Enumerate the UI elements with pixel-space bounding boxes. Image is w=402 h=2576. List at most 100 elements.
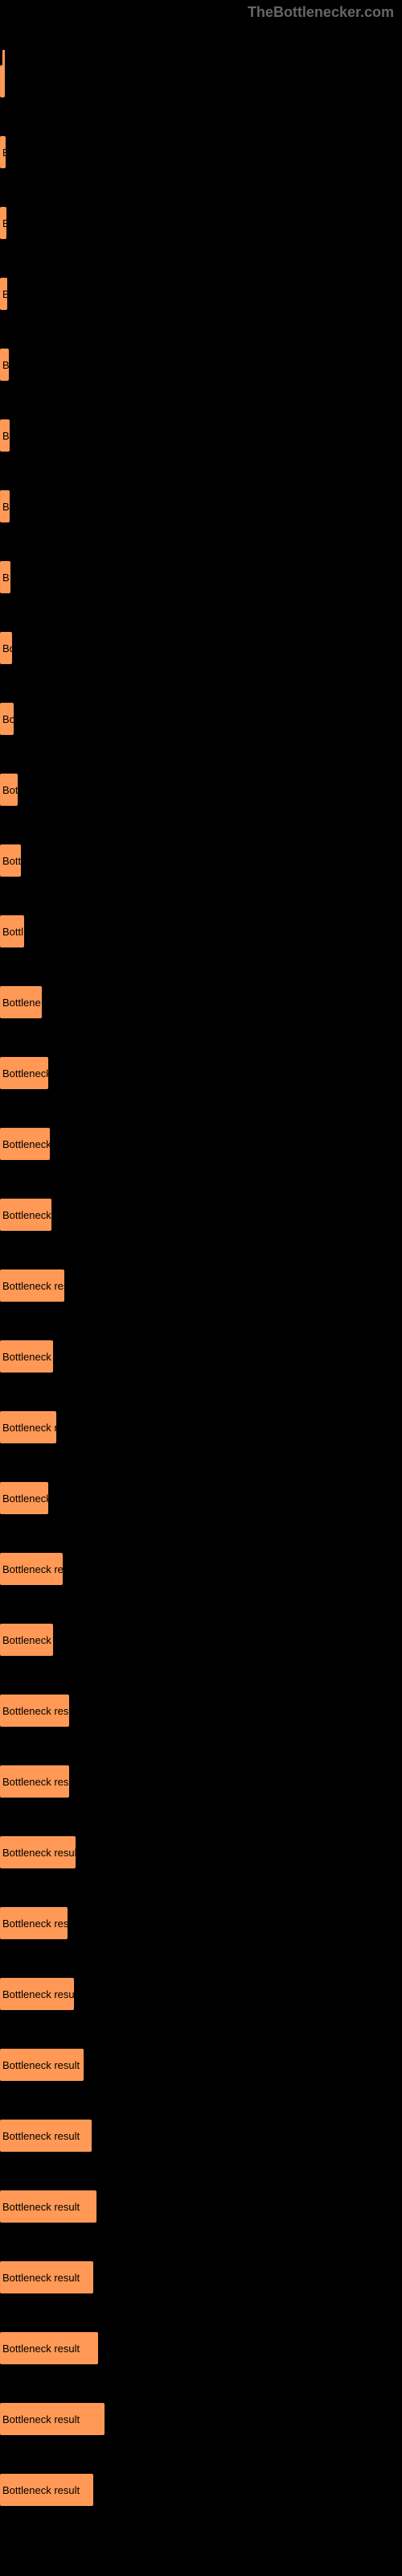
bar-label: Bottleneck result — [2, 1563, 63, 1575]
bar-label: Bottleneck result — [2, 2130, 80, 2142]
bar-row: Bottleneck resu — [0, 1178, 402, 1249]
bar-label: Bottleneck result — [2, 2413, 80, 2425]
bar-label: Bottlene — [2, 997, 41, 1009]
bar-label: Bottleneck result — [2, 2272, 80, 2284]
chart-bar: Bottleneck result — [0, 1907, 68, 1939]
bar-label: B — [2, 147, 6, 159]
bar-label: Bottleneck result — [2, 1988, 74, 2000]
chart-bar: Bottleneck result — [0, 1836, 76, 1868]
bar-label: Bottleneck result — [2, 1705, 69, 1717]
bar-label: Bottleneck re — [2, 1067, 48, 1080]
bar-label: Bottleneck result — [2, 1847, 76, 1859]
bar-label: Bottleneck result — [2, 2484, 80, 2496]
bar-row: Bottleneck result — [0, 1744, 402, 1815]
bar-label: Bottleneck resu — [2, 1351, 53, 1363]
bar-row: Bottleneck result — [0, 2099, 402, 2169]
chart-bar: Bottleneck resu — [0, 1340, 53, 1373]
bar-label: Bottleneck — [2, 1138, 50, 1150]
chart-bar: Bottleneck resul — [0, 1411, 56, 1443]
chart-bar: B — [0, 278, 7, 310]
bar-row: B — [0, 186, 402, 257]
bar-row: Bottleneck resu — [0, 1319, 402, 1390]
bar-row: Bottl — [0, 894, 402, 965]
bar-label: B — [2, 359, 9, 371]
bar-row: Bo — [0, 682, 402, 753]
chart-bar: Bottleneck result — [0, 2049, 84, 2081]
chart-bar: Bottleneck result — [0, 2332, 98, 2364]
bar-label: Bottleneck result — [2, 1918, 68, 1930]
bar-row: Bottleneck resu — [0, 1603, 402, 1674]
bar-row: Bottleneck result — [0, 2453, 402, 2524]
chart-bar: Bottleneck resu — [0, 1624, 53, 1656]
chart-bar: Bottleneck result — [0, 2403, 105, 2435]
bar-row: B — [0, 328, 402, 398]
chart-bar: Bottleneck re — [0, 1057, 48, 1089]
chart-bar: Bottleneck result — [0, 2120, 92, 2152]
chart-bar: Bottleneck result — [0, 1269, 64, 1302]
chart-bar: B — [0, 349, 9, 381]
bar-row: B — [0, 469, 402, 540]
bar-row: Bottleneck resul — [0, 1390, 402, 1461]
bar-row: Bottleneck result — [0, 2382, 402, 2453]
chart-bar: Bottleneck result — [0, 1553, 63, 1585]
chart-bar: Bottleneck — [0, 1128, 50, 1160]
bar-row: Bottleneck — [0, 1107, 402, 1178]
chart-bar: Bottlene — [0, 986, 42, 1018]
bar-label: Bottleneck result — [2, 1280, 64, 1292]
bar-row: Bo — [0, 611, 402, 682]
bar-label: B — [2, 217, 6, 229]
bar-chart: B B B B B B B Bo Bo Bot Bott Bottl Bottlene Bottlenec… — [0, 0, 402, 2524]
bar-row — [0, 44, 402, 115]
bar-row: Bottleneck result — [0, 2311, 402, 2382]
bar-row: B — [0, 398, 402, 469]
chart-bar: Bottleneck result — [0, 2190, 96, 2223]
chart-bar: B — [0, 561, 10, 593]
chart-bar: Bottleneck resu — [0, 1199, 51, 1231]
chart-bar: B — [0, 136, 6, 168]
chart-bar: Bottleneck result — [0, 2474, 93, 2506]
chart-bar: Bott — [0, 844, 21, 877]
bar-label: Bottleneck result — [2, 2059, 80, 2071]
bar-row: Bottleneck result — [0, 1249, 402, 1319]
bar-label: Bottleneck resul — [2, 1422, 56, 1434]
bar-label: Bo — [2, 642, 12, 654]
chart-bar: Bottleneck result — [0, 2261, 93, 2293]
chart-bar: Bottleneck result — [0, 1695, 69, 1727]
bar-row: Bottleneck re — [0, 1036, 402, 1107]
chart-bar: Bo — [0, 632, 12, 664]
bar-label: Bottleneck resu — [2, 1209, 51, 1221]
bar-label: Bottleneck re — [2, 1492, 48, 1505]
chart-bar — [0, 65, 5, 97]
bar-row: Bottleneck result — [0, 2169, 402, 2240]
chart-bar: B — [0, 490, 10, 522]
bar-row: Bottleneck result — [0, 1957, 402, 2028]
bar-row: Bottleneck result — [0, 1674, 402, 1744]
chart-bar: Bottleneck result — [0, 1765, 69, 1798]
bar-label: B — [2, 430, 10, 442]
bar-label: B — [2, 572, 10, 584]
bar-row: Bottleneck result — [0, 1815, 402, 1886]
bar-row: Bottleneck re — [0, 1461, 402, 1532]
chart-bar: B — [0, 207, 6, 239]
bar-label: Bott — [2, 855, 21, 867]
bar-row: Bottleneck result — [0, 2028, 402, 2099]
chart-bar: Bottleneck result — [0, 1978, 74, 2010]
bar-label: Bot — [2, 784, 18, 796]
bar-label: Bottleneck result — [2, 1776, 69, 1788]
chart-bar: Bo — [0, 703, 14, 735]
bar-label: Bottleneck result — [2, 2201, 80, 2213]
bar-row: B — [0, 540, 402, 611]
bar-label: Bottleneck resu — [2, 1634, 53, 1646]
chart-bar: B — [0, 419, 10, 452]
bar-row: Bottleneck result — [0, 1886, 402, 1957]
bar-row: Bot — [0, 753, 402, 824]
bar-label: B — [2, 288, 7, 300]
bar-row: Bottleneck result — [0, 2240, 402, 2311]
bar-label: Bottleneck result — [2, 2343, 80, 2355]
bar-row: B — [0, 257, 402, 328]
bar-row: Bott — [0, 824, 402, 894]
chart-bar: Bot — [0, 774, 18, 806]
bar-row: B — [0, 115, 402, 186]
bar-label: Bo — [2, 713, 14, 725]
chart-bar: Bottleneck re — [0, 1482, 48, 1514]
